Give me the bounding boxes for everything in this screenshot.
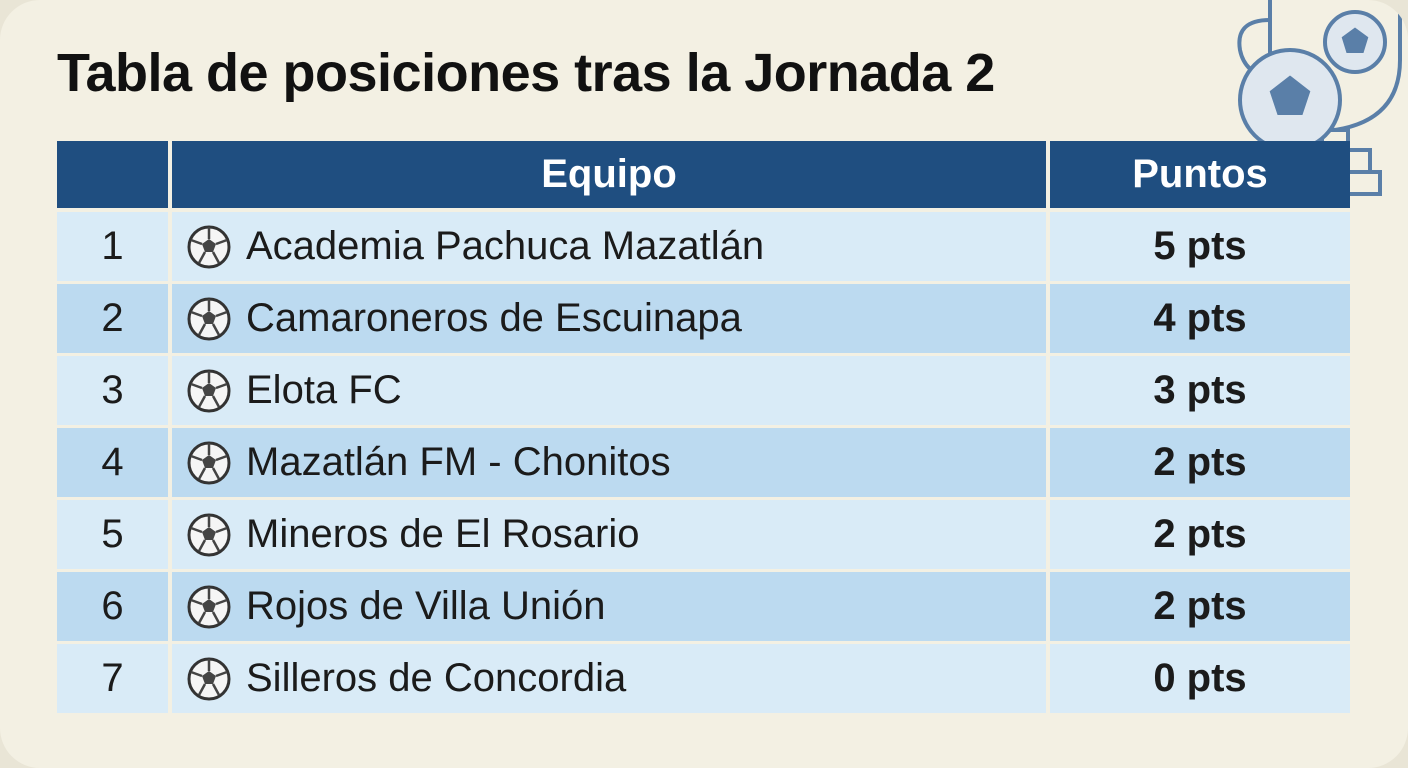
points-text: 2 pts	[1153, 584, 1247, 628]
ball-icon	[187, 585, 231, 628]
points-text: 0 pts	[1153, 656, 1247, 700]
rank: 1	[57, 212, 168, 281]
ball-icon	[187, 297, 231, 340]
column-header-text: Puntos	[1132, 152, 1268, 196]
team-name-text: Elota FC	[246, 368, 402, 412]
team-name-text: Camaroneros de Escuinapa	[246, 296, 742, 340]
team-name: Elota FC	[172, 356, 1046, 425]
rank: 4	[57, 428, 168, 497]
points: 3 pts	[1050, 356, 1350, 425]
team-name: Camaroneros de Escuinapa	[172, 284, 1046, 353]
column-header: Puntos	[1050, 141, 1350, 208]
ball-icon	[187, 513, 231, 556]
team-name: Mineros de El Rosario	[172, 500, 1046, 569]
team-name: Silleros de Concordia	[172, 644, 1046, 713]
points-text: 2 pts	[1153, 440, 1247, 484]
rank: 5	[57, 500, 168, 569]
rank: 6	[57, 572, 168, 641]
team-name-text: Mazatlán FM - Chonitos	[246, 440, 671, 484]
points: 2 pts	[1050, 428, 1350, 497]
team-name-text: Rojos de Villa Unión	[246, 584, 606, 628]
rank: 2	[57, 284, 168, 353]
points: 0 pts	[1050, 644, 1350, 713]
rank-text: 5	[101, 512, 124, 556]
team-name: Academia Pachuca Mazatlán	[172, 212, 1046, 281]
points: 2 pts	[1050, 500, 1350, 569]
points-text: 3 pts	[1153, 368, 1247, 412]
rank-text: 2	[101, 296, 124, 340]
rank: 3	[57, 356, 168, 425]
points: 2 pts	[1050, 572, 1350, 641]
team-name-text: Mineros de El Rosario	[246, 512, 640, 556]
ball-icon	[187, 369, 231, 412]
ball-icon	[187, 225, 231, 268]
points: 4 pts	[1050, 284, 1350, 353]
team-name: Mazatlán FM - Chonitos	[172, 428, 1046, 497]
points: 5 pts	[1050, 212, 1350, 281]
rank: 7	[57, 644, 168, 713]
column-header-text: Equipo	[541, 152, 677, 196]
trophy-icon	[1237, 0, 1402, 196]
rank-text: 1	[101, 224, 124, 268]
points-text: 5 pts	[1153, 224, 1247, 268]
ball-icon	[187, 657, 231, 700]
column-header: Equipo	[172, 141, 1046, 208]
ball-icon	[187, 441, 231, 484]
team-name-text: Academia Pachuca Mazatlán	[246, 224, 765, 268]
rank-text: 4	[101, 440, 124, 484]
points-text: 2 pts	[1153, 512, 1247, 556]
points-text: 4 pts	[1153, 296, 1247, 340]
team-name: Rojos de Villa Unión	[172, 572, 1046, 641]
header-blank	[57, 141, 168, 208]
team-name-text: Silleros de Concordia	[246, 656, 627, 700]
rank-text: 7	[101, 656, 124, 700]
rank-text: 6	[101, 584, 124, 628]
title: Tabla de posiciones tras la Jornada 2	[57, 43, 995, 103]
rank-text: 3	[101, 368, 124, 412]
